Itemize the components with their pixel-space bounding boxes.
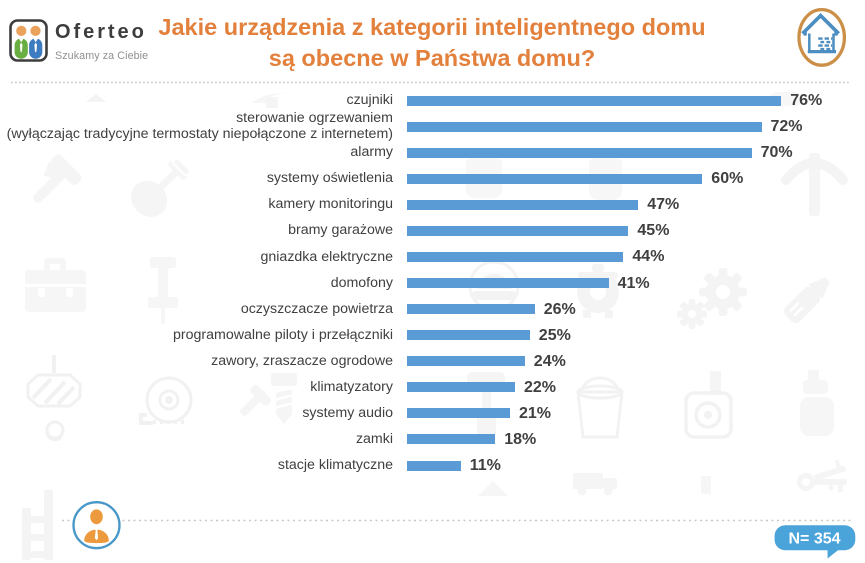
svg-text:N= 354: N= 354 xyxy=(788,531,840,548)
